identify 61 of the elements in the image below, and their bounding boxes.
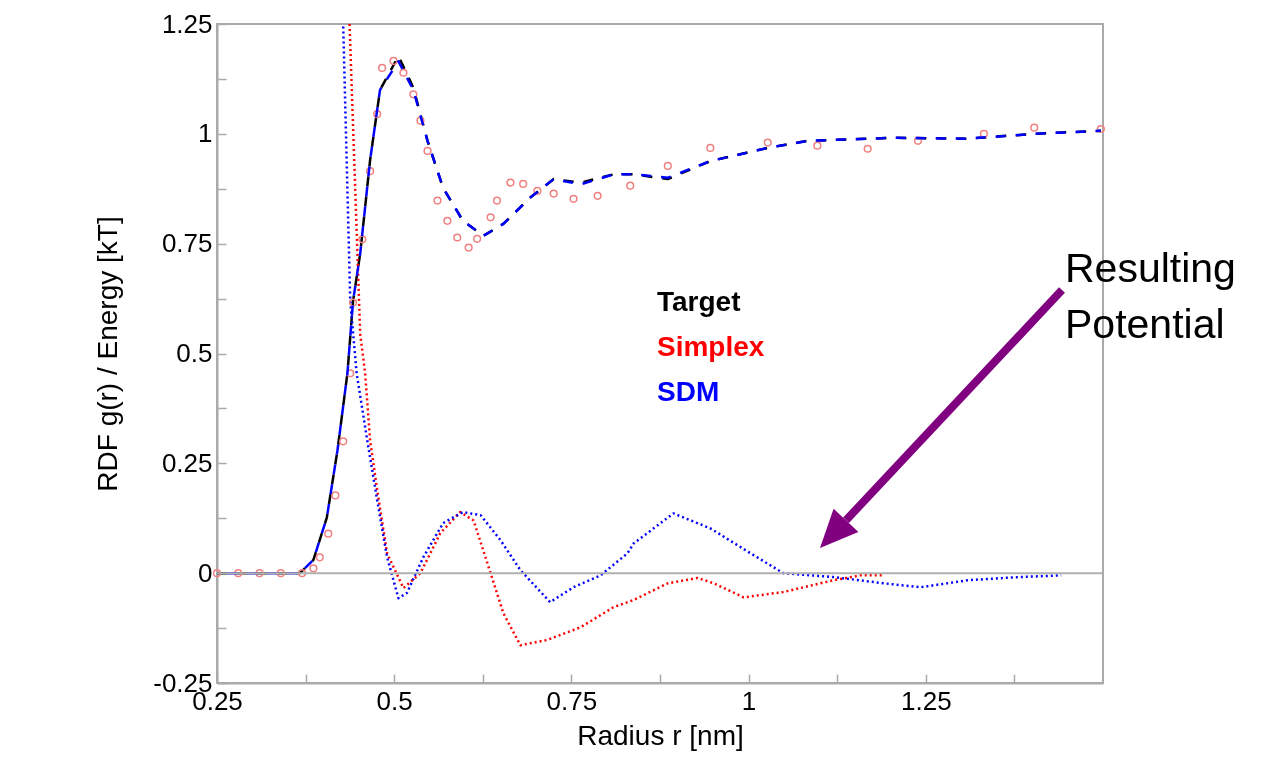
point xyxy=(533,186,542,196)
point xyxy=(593,191,602,200)
point xyxy=(1096,124,1105,134)
point xyxy=(399,68,408,77)
point xyxy=(486,213,495,222)
point xyxy=(506,178,515,187)
point xyxy=(813,141,822,150)
point xyxy=(309,564,318,573)
point xyxy=(464,243,473,252)
y-tick-label: 1.25 xyxy=(161,8,213,39)
point xyxy=(339,437,348,446)
x-tick-label: 1 xyxy=(741,685,757,716)
point xyxy=(315,553,324,562)
y-tick-label: 1 xyxy=(198,118,213,149)
point xyxy=(979,129,989,138)
point xyxy=(276,569,285,578)
point xyxy=(913,136,923,145)
point xyxy=(549,189,558,198)
point xyxy=(569,194,578,203)
point xyxy=(389,56,398,65)
point xyxy=(366,167,375,176)
point xyxy=(519,179,528,189)
point xyxy=(234,569,243,578)
y-tick-label: 0 xyxy=(198,557,213,588)
point xyxy=(706,143,715,152)
point xyxy=(453,233,462,242)
line-series xyxy=(348,24,885,647)
point xyxy=(348,298,358,307)
y-tick-label: 0.75 xyxy=(161,228,213,259)
point xyxy=(443,216,452,225)
y-tick-label: 0.25 xyxy=(161,447,213,478)
text: SDM xyxy=(657,375,720,407)
y-tick-label: 0.5 xyxy=(176,338,213,368)
point xyxy=(492,196,502,205)
point xyxy=(423,146,432,156)
point xyxy=(297,569,307,578)
point xyxy=(358,235,367,244)
point xyxy=(763,138,772,147)
point xyxy=(373,109,382,119)
point xyxy=(346,369,355,378)
point xyxy=(212,569,222,578)
x-tick-label: 1.25 xyxy=(901,685,952,716)
x-tick-label: 0.75 xyxy=(546,685,598,716)
x-axis-title: Radius r [nm] xyxy=(577,719,744,751)
point xyxy=(663,161,672,170)
point xyxy=(473,234,482,243)
point xyxy=(416,116,425,125)
point xyxy=(433,196,442,205)
point xyxy=(331,491,340,500)
point xyxy=(324,529,333,538)
point xyxy=(409,90,418,99)
y-axis-title: RDF g(r) / Energy [kT] xyxy=(92,216,124,492)
x-tick-label: 0.5 xyxy=(376,685,413,716)
annotation: Resulting Potential xyxy=(1065,245,1236,347)
text: Simplex xyxy=(657,330,765,362)
point xyxy=(863,144,872,153)
point xyxy=(378,63,387,73)
point xyxy=(626,181,635,190)
point xyxy=(255,569,264,578)
text: Target xyxy=(657,285,741,317)
point xyxy=(1030,123,1039,132)
